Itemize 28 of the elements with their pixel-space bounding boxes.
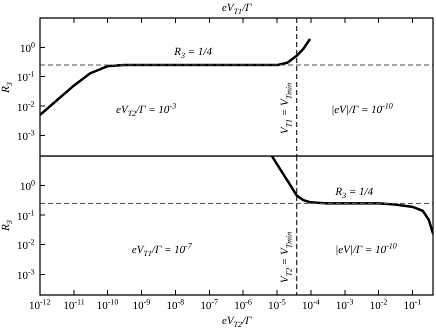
y-tick-label: 10$^{0}$ <box>20 178 35 194</box>
x-tick-label: 10$^{-4}$ <box>302 296 320 312</box>
y-tick-label: 10$^{-3}$ <box>17 128 35 143</box>
x-tick-label: 10$^{-6}$ <box>234 296 252 312</box>
x-tick-label: 10$^{-10}$ <box>96 296 118 312</box>
x-tick-label: 10$^{-9}$ <box>132 296 150 312</box>
annotation: |eV|/Γ = 10$^{-10}$ <box>335 241 397 256</box>
annotation: eV$_{T2}$/Γ = 10$^{-3}$ <box>116 101 176 118</box>
x-tick-label: 10$^{-2}$ <box>370 296 388 312</box>
x-tick-label: 10$^{-1}$ <box>404 296 422 312</box>
annotation: R$_{3}$ = 1/4 <box>335 186 374 200</box>
annotation: R$_{3}$ = 1/4 <box>174 46 212 60</box>
x-tick-label: 10$^{-11}$ <box>63 296 85 312</box>
x-axis-title: eV$_{T2}$/Γ <box>222 314 252 329</box>
y-tick-label: 10$^{-2}$ <box>17 98 35 114</box>
x-tick-label: 10$^{-7}$ <box>200 296 218 312</box>
x-axis-title: eV$_{T1}$/Γ <box>222 2 252 16</box>
annotation: eV$_{T1}$/Γ = 10$^{-7}$ <box>132 241 192 258</box>
y-tick-label: 10$^{0}$ <box>20 40 35 55</box>
y-tick-label: 10$^{-1}$ <box>17 208 35 223</box>
x-tick-label: 10$^{-12}$ <box>29 296 51 312</box>
x-tick-label: 10$^{-5}$ <box>268 296 286 312</box>
y-tick-label: 10$^{-1}$ <box>17 70 35 84</box>
y-tick-label: 10$^{-2}$ <box>17 238 35 252</box>
y-tick-label: 10$^{-3}$ <box>17 267 35 282</box>
x-tick-label: 10$^{-8}$ <box>166 296 184 312</box>
annotation: |eV|/Γ = 10$^{-10}$ <box>331 101 393 116</box>
x-tick-label: 10$^{-3}$ <box>336 296 354 312</box>
